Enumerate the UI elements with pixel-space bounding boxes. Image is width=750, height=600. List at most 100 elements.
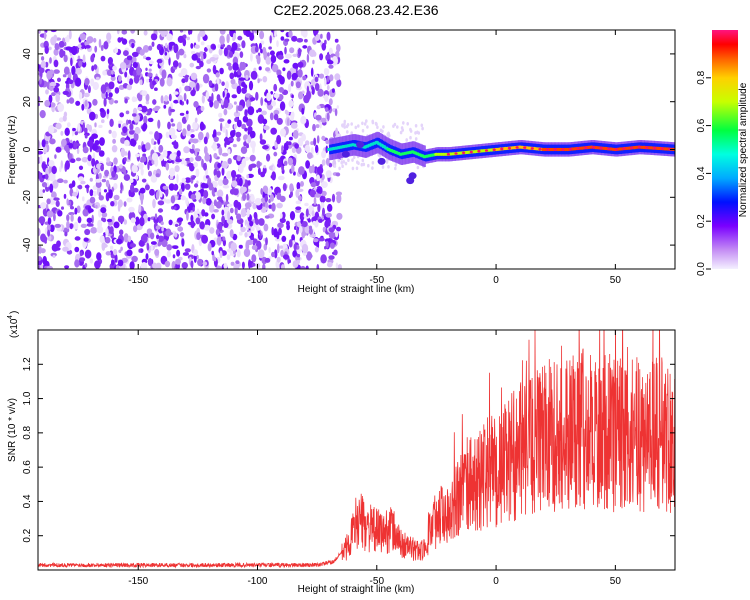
spectrogram-noise-blob: [131, 255, 138, 263]
spectrogram-speckle: [357, 124, 360, 128]
spectrogram-noise-blob: [229, 72, 235, 80]
spectrogram-noise-blob: [80, 180, 86, 185]
spectrogram-noise-blob: [220, 122, 223, 132]
spectrogram-noise-blob: [184, 161, 187, 167]
snr-y-scale-exponent: 4: [7, 315, 14, 319]
spectrogram-noise-blob: [138, 248, 141, 253]
spectrogram-noise-blob: [273, 151, 278, 157]
spectrogram-noise-blob: [104, 236, 111, 244]
spectrogram-noise-blob: [103, 97, 107, 107]
spectrogram-noise-blob: [68, 97, 75, 104]
spectrogram-noise-blob: [129, 243, 136, 248]
spectrogram-noise-blob: [176, 174, 179, 184]
spectrogram-noise-blob: [62, 90, 69, 95]
spectrogram-noise-blob: [63, 193, 67, 199]
spectrogram-noise-blob: [127, 119, 132, 124]
spectrogram-noise-blob: [82, 54, 86, 64]
spectrogram-noise-blob: [62, 74, 67, 78]
trace-peak: [584, 146, 588, 149]
spectrogram-noise-blob: [266, 92, 272, 102]
spectrogram-speckle: [409, 129, 413, 133]
spectrogram-noise-blob: [161, 69, 167, 79]
spectrogram-noise-blob: [71, 65, 76, 76]
spectrogram-noise-blob: [288, 83, 292, 93]
spectrogram-noise-blob: [78, 92, 83, 100]
spectrogram-noise-blob: [271, 100, 277, 107]
spectrogram-noise-blob: [250, 140, 256, 149]
spectrogram-noise-blob: [72, 191, 78, 197]
spectrogram-noise-blob: [102, 70, 107, 76]
spectrogram-noise-blob: [328, 227, 335, 233]
spectrogram-noise-blob: [121, 30, 128, 35]
spectrogram-speckle: [344, 161, 348, 166]
spectrogram-noise-blob: [92, 167, 97, 174]
colorbar-tick-label: 0.4: [696, 166, 707, 180]
spectrogram-noise-blob: [335, 172, 341, 177]
spectrogram-noise-blob: [151, 33, 158, 41]
spectrogram-noise-blob: [320, 117, 327, 123]
spectrogram-speckle: [360, 162, 364, 167]
spectrogram-noise-blob: [117, 30, 120, 35]
spectrogram-noise-blob: [316, 166, 324, 175]
spectrogram-noise-blob: [77, 123, 81, 132]
spectrogram-noise-blob: [127, 235, 132, 243]
spectrogram-noise-blob: [250, 236, 255, 241]
spectrogram-noise-blob: [131, 42, 135, 49]
spectrogram-noise-blob: [105, 251, 112, 256]
spectrogram-noise-blob: [159, 77, 165, 87]
spectrogram-noise-blob: [49, 57, 52, 64]
trace-peak: [462, 151, 466, 155]
spectrogram-noise-blob: [216, 94, 221, 102]
spectrogram-noise-blob: [259, 139, 267, 145]
spectrogram-noise-blob: [319, 73, 325, 79]
spectrogram-noise-blob: [41, 182, 48, 188]
spectrogram-noise-blob: [313, 137, 317, 146]
spectrogram-speckle: [374, 121, 378, 126]
x-tick-label: 50: [610, 275, 622, 286]
spectrogram-noise-blob: [84, 263, 88, 268]
spectrogram-noise-blob: [229, 207, 234, 214]
spectrogram-noise-blob: [219, 30, 226, 35]
spectrogram-noise-blob: [308, 228, 313, 235]
spectrogram-noise-blob: [136, 66, 142, 76]
spectrogram-noise-blob: [325, 240, 329, 249]
spectrogram-noise-blob: [324, 238, 331, 243]
spectrogram-noise-blob: [305, 208, 309, 217]
spectrogram-noise-blob: [174, 165, 180, 173]
x-tick-label: 0: [493, 576, 499, 587]
trace-peak: [538, 147, 542, 151]
spectrogram-noise-blob: [150, 241, 157, 245]
spectrogram-noise-blob: [120, 147, 126, 158]
spectrogram-noise-blob: [226, 254, 231, 260]
spectrogram-noise-blob: [246, 174, 249, 179]
spectrogram-noise-blob: [254, 46, 259, 53]
spectrogram-speckle: [414, 137, 418, 141]
spectrogram-noise-blob: [214, 187, 217, 193]
spectrogram-noise-blob: [263, 223, 269, 232]
spectrogram-noise-blob: [98, 172, 102, 179]
spectrogram-noise-blob: [38, 30, 41, 34]
spectrogram-noise-blob: [202, 261, 208, 266]
spectrogram-noise-blob: [160, 95, 164, 104]
spectrogram-noise-blob: [223, 221, 229, 228]
colorbar-tick-label: 0.2: [696, 214, 707, 228]
trace-peak: [568, 147, 573, 151]
spectrogram-noise-blob: [317, 88, 324, 97]
spectrogram-noise-blob: [200, 41, 205, 46]
spectrogram-noise-blob: [326, 112, 330, 122]
spectrogram-noise-blob: [299, 225, 303, 234]
spectrogram-noise-blob: [132, 55, 137, 64]
spectrogram-noise-blob: [300, 265, 306, 269]
spectrogram-noise-blob: [120, 182, 123, 191]
spectrogram-noise-blob: [269, 112, 274, 121]
snr-panel: -150 -100 -50 0 50 0.2 0.4 0.6 0.8 1.0 1.2 Height…: [7, 311, 676, 595]
spectrogram-noise-blob: [164, 42, 168, 49]
spectrogram-noise-blob: [43, 31, 47, 40]
spectrogram-noise-blob: [247, 126, 253, 132]
spectrogram-noise-blob: [264, 257, 271, 263]
spectrogram-noise-blob: [222, 178, 229, 186]
spectrogram-noise-blob: [146, 242, 150, 251]
spectrogram-noise-blob: [176, 51, 180, 60]
spectrogram-noise-blob: [168, 93, 172, 102]
spectrogram-noise-blob: [112, 65, 117, 71]
